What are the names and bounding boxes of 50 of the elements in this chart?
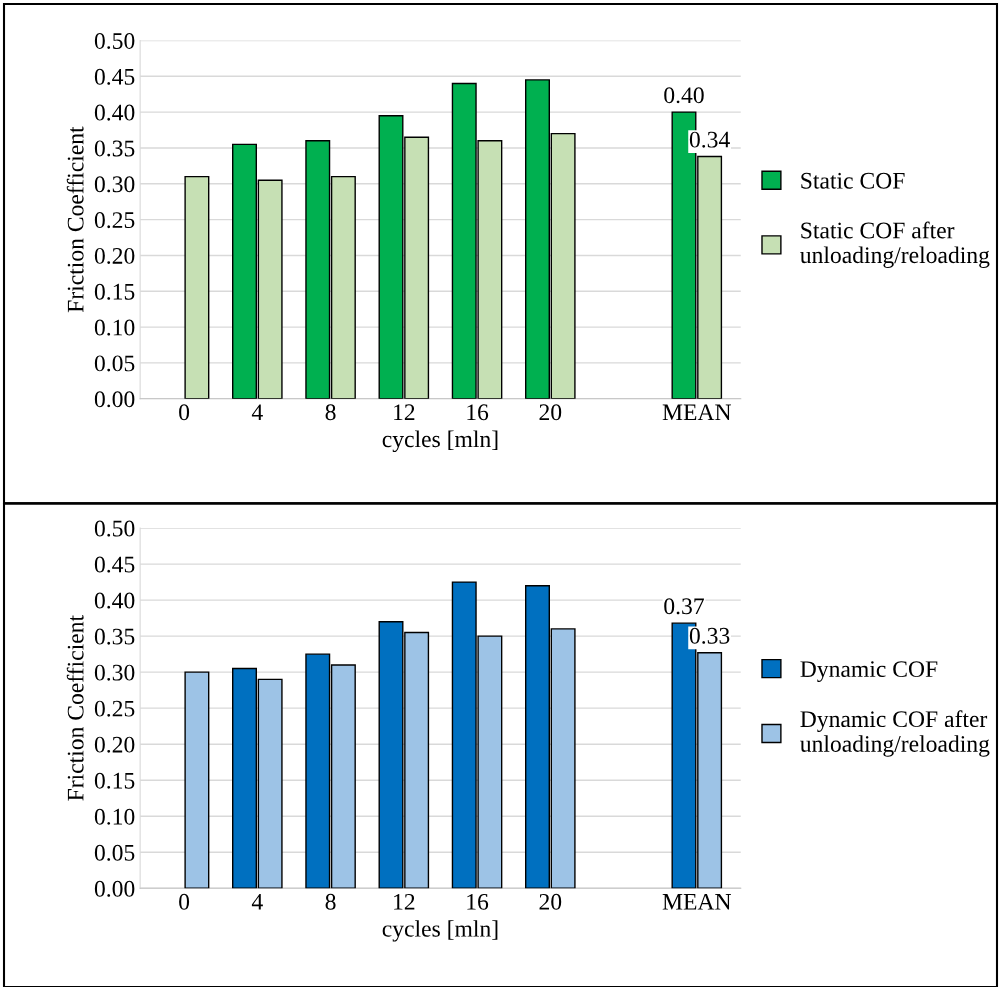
y-axis-title: Friction Coefficient bbox=[66, 615, 84, 801]
y-tick-label: 0.10 bbox=[94, 808, 135, 825]
x-tick-label: 16 bbox=[467, 893, 489, 910]
data-label: 0.40 bbox=[664, 87, 704, 104]
y-axis-title: Friction Coefficient bbox=[66, 126, 84, 313]
y-tick-label: 0.10 bbox=[94, 319, 135, 336]
legend-label: Static COF bbox=[801, 172, 905, 189]
data-label: 0.33 bbox=[689, 627, 730, 644]
y-tick-label: 0.40 bbox=[94, 104, 135, 121]
y-tick-label: 0.50 bbox=[94, 520, 135, 537]
y-tick-label: 0.20 bbox=[94, 736, 135, 753]
x-tick-label: 4 bbox=[251, 894, 263, 910]
x-tick-label: 12 bbox=[394, 404, 415, 420]
y-tick-label: 0.05 bbox=[94, 355, 135, 372]
x-tick-label: 16 bbox=[467, 404, 489, 421]
y-tick-label: 0.25 bbox=[94, 700, 135, 717]
x-tick-label: 12 bbox=[394, 893, 415, 910]
x-tick-label: MEAN bbox=[662, 404, 732, 420]
bar bbox=[184, 671, 210, 889]
y-tick-label: 0.25 bbox=[94, 212, 135, 229]
legend-label: Dynamic COF after unloading/reloading bbox=[800, 710, 990, 757]
legend-label: Dynamic COF bbox=[800, 661, 938, 682]
y-tick-label: 0.00 bbox=[94, 391, 135, 408]
x-tick-label: 4 bbox=[251, 404, 263, 420]
y-tick-label: 0.15 bbox=[94, 772, 135, 789]
y-tick-label: 0.35 bbox=[94, 140, 135, 157]
y-tick-label: 0.15 bbox=[94, 283, 135, 300]
y-tick-label: 0.30 bbox=[94, 664, 135, 681]
x-tick-label: 20 bbox=[539, 404, 562, 421]
y-tick-label: 0.30 bbox=[94, 176, 135, 193]
x-tick-label: 0 bbox=[179, 893, 190, 910]
y-tick-label: 0.00 bbox=[94, 880, 135, 897]
x-tick-label: MEAN bbox=[662, 893, 732, 910]
y-tick-label: 0.35 bbox=[94, 628, 135, 645]
y-tick-label: 0.45 bbox=[94, 556, 135, 573]
x-tick-label: 20 bbox=[539, 893, 562, 910]
legend-label: Static COF after unloading/reloading bbox=[800, 221, 990, 268]
data-label: 0.37 bbox=[664, 598, 704, 615]
bar bbox=[184, 175, 210, 399]
x-tick-label: 8 bbox=[325, 893, 336, 910]
x-axis-title: cycles [mln] bbox=[382, 430, 498, 453]
y-tick-label: 0.45 bbox=[94, 68, 135, 85]
y-tick-label: 0.50 bbox=[94, 32, 135, 49]
x-tick-label: 8 bbox=[325, 404, 336, 421]
y-tick-label: 0.05 bbox=[94, 844, 135, 861]
data-label: 0.34 bbox=[689, 131, 730, 148]
x-axis-title: cycles [mln] bbox=[382, 920, 498, 942]
y-tick-label: 0.40 bbox=[94, 592, 135, 609]
y-tick-label: 0.20 bbox=[94, 247, 135, 264]
x-tick-label: 0 bbox=[179, 404, 190, 421]
